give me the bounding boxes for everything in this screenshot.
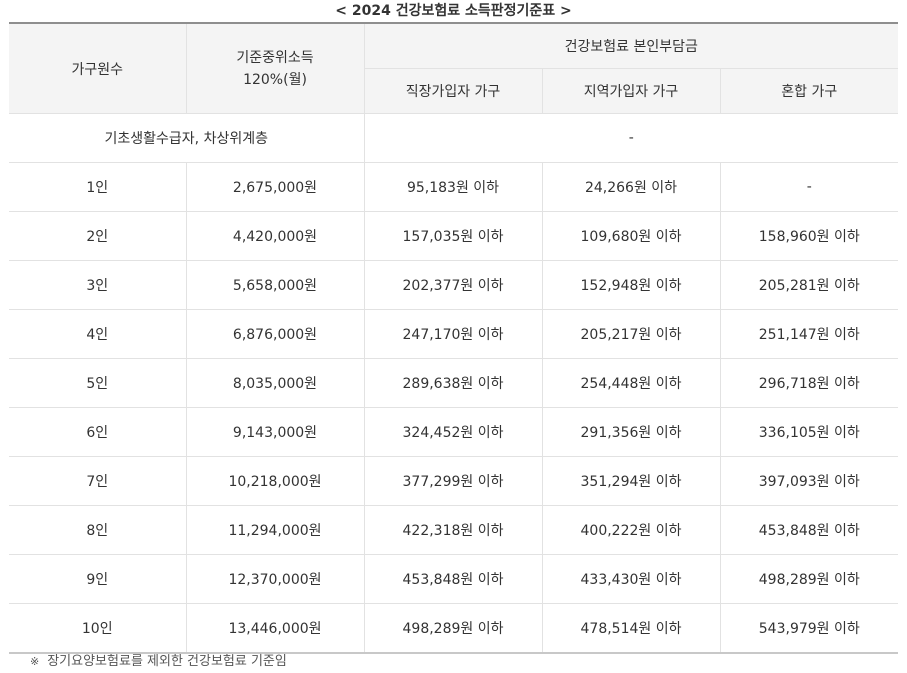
table-title: < 2024 건강보험료 소득판정기준표 > xyxy=(335,3,572,19)
cell-workplace: 498,289원 이하 xyxy=(364,603,543,654)
cell-income: 11,294,000원 xyxy=(186,505,365,555)
cell-regional: 478,514원 이하 xyxy=(542,603,721,654)
cell-income: 6,876,000원 xyxy=(186,309,365,359)
table-row: 6인 9,143,000원 324,452원 이하 291,356원 이하 336,10… xyxy=(9,407,899,457)
cell-mixed: 296,718원 이하 xyxy=(720,358,899,408)
cell-mixed: 251,147원 이하 xyxy=(720,309,899,359)
table-row: 4인 6,876,000원 247,170원 이하 205,217원 이하 251,14… xyxy=(9,309,899,359)
cell-regional: 109,680원 이하 xyxy=(542,211,721,261)
cell-regional: 400,222원 이하 xyxy=(542,505,721,555)
table-row: 2인 4,420,000원 157,035원 이하 109,680원 이하 158,96… xyxy=(9,211,899,261)
cell-regional: 433,430원 이하 xyxy=(542,554,721,604)
cell-workplace: 422,318원 이하 xyxy=(364,505,543,555)
cell-income: 13,446,000원 xyxy=(186,603,365,654)
table-row: 3인 5,658,000원 202,377원 이하 152,948원 이하 205,28… xyxy=(9,260,899,310)
cell-income: 12,370,000원 xyxy=(186,554,365,604)
header-household: 가구원수 xyxy=(9,22,187,114)
special-row-value: - xyxy=(364,113,899,163)
cell-household: 1인 xyxy=(9,162,187,212)
cell-household: 4인 xyxy=(9,309,187,359)
header-regional: 지역가입자 가구 xyxy=(542,68,721,114)
cell-household: 8인 xyxy=(9,505,187,555)
header-median-income: 기준중위소득 120%(월) xyxy=(186,22,365,114)
table-row: 10인 13,446,000원 498,289원 이하 478,514원 이하 543,… xyxy=(9,603,899,654)
cell-regional: 291,356원 이하 xyxy=(542,407,721,457)
cell-income: 2,675,000원 xyxy=(186,162,365,212)
cell-regional: 351,294원 이하 xyxy=(542,456,721,506)
table-row: 9인 12,370,000원 453,848원 이하 433,430원 이하 498,2… xyxy=(9,554,899,604)
cell-income: 9,143,000원 xyxy=(186,407,365,457)
cell-mixed: 397,093원 이하 xyxy=(720,456,899,506)
income-criteria-table: 가구원수 기준중위소득 120%(월) 건강보험료 본인부담금 직장가입자 가구… xyxy=(9,22,899,654)
cell-mixed: 336,105원 이하 xyxy=(720,407,899,457)
cell-workplace: 289,638원 이하 xyxy=(364,358,543,408)
cell-mixed: 498,289원 이하 xyxy=(720,554,899,604)
cell-regional: 205,217원 이하 xyxy=(542,309,721,359)
cell-mixed: 543,979원 이하 xyxy=(720,603,899,654)
note-mark: ※ xyxy=(30,655,40,668)
cell-workplace: 202,377원 이하 xyxy=(364,260,543,310)
footnote: ※ 장기요양보험료를 제외한 건강보험료 기준임 xyxy=(30,653,287,671)
cell-mixed: 158,960원 이하 xyxy=(720,211,899,261)
cell-household: 3인 xyxy=(9,260,187,310)
cell-income: 4,420,000원 xyxy=(186,211,365,261)
cell-regional: 152,948원 이하 xyxy=(542,260,721,310)
cell-mixed: 453,848원 이하 xyxy=(720,505,899,555)
note-text: 장기요양보험료를 제외한 건강보험료 기준임 xyxy=(47,654,287,669)
header-income-line1: 기준중위소득 xyxy=(236,49,314,66)
cell-household: 9인 xyxy=(9,554,187,604)
cell-workplace: 95,183원 이하 xyxy=(364,162,543,212)
cell-household: 5인 xyxy=(9,358,187,408)
cell-income: 8,035,000원 xyxy=(186,358,365,408)
cell-workplace: 324,452원 이하 xyxy=(364,407,543,457)
table-row: 5인 8,035,000원 289,638원 이하 254,448원 이하 296,71… xyxy=(9,358,899,408)
header-workplace: 직장가입자 가구 xyxy=(364,68,543,114)
cell-income: 5,658,000원 xyxy=(186,260,365,310)
cell-workplace: 247,170원 이하 xyxy=(364,309,543,359)
cell-workplace: 377,299원 이하 xyxy=(364,456,543,506)
table-row: 1인 2,675,000원 95,183원 이하 24,266원 이하 - xyxy=(9,162,899,212)
header-mixed: 혼합 가구 xyxy=(720,68,899,114)
special-row-label: 기초생활수급자, 차상위계층 xyxy=(9,113,365,163)
cell-household: 10인 xyxy=(9,603,187,654)
cell-regional: 24,266원 이하 xyxy=(542,162,721,212)
header-income-line2: 120%(월) xyxy=(243,71,307,88)
cell-workplace: 453,848원 이하 xyxy=(364,554,543,604)
cell-household: 7인 xyxy=(9,456,187,506)
cell-mixed: 205,281원 이하 xyxy=(720,260,899,310)
table-row: 7인 10,218,000원 377,299원 이하 351,294원 이하 397,0… xyxy=(9,456,899,506)
header-burden: 건강보험료 본인부담금 xyxy=(364,22,899,69)
cell-household: 2인 xyxy=(9,211,187,261)
table-row-special: 기초생활수급자, 차상위계층 - xyxy=(9,113,899,163)
cell-household: 6인 xyxy=(9,407,187,457)
cell-workplace: 157,035원 이하 xyxy=(364,211,543,261)
cell-income: 10,218,000원 xyxy=(186,456,365,506)
cell-regional: 254,448원 이하 xyxy=(542,358,721,408)
table-row: 8인 11,294,000원 422,318원 이하 400,222원 이하 453,8… xyxy=(9,505,899,555)
cell-mixed: - xyxy=(720,162,899,212)
